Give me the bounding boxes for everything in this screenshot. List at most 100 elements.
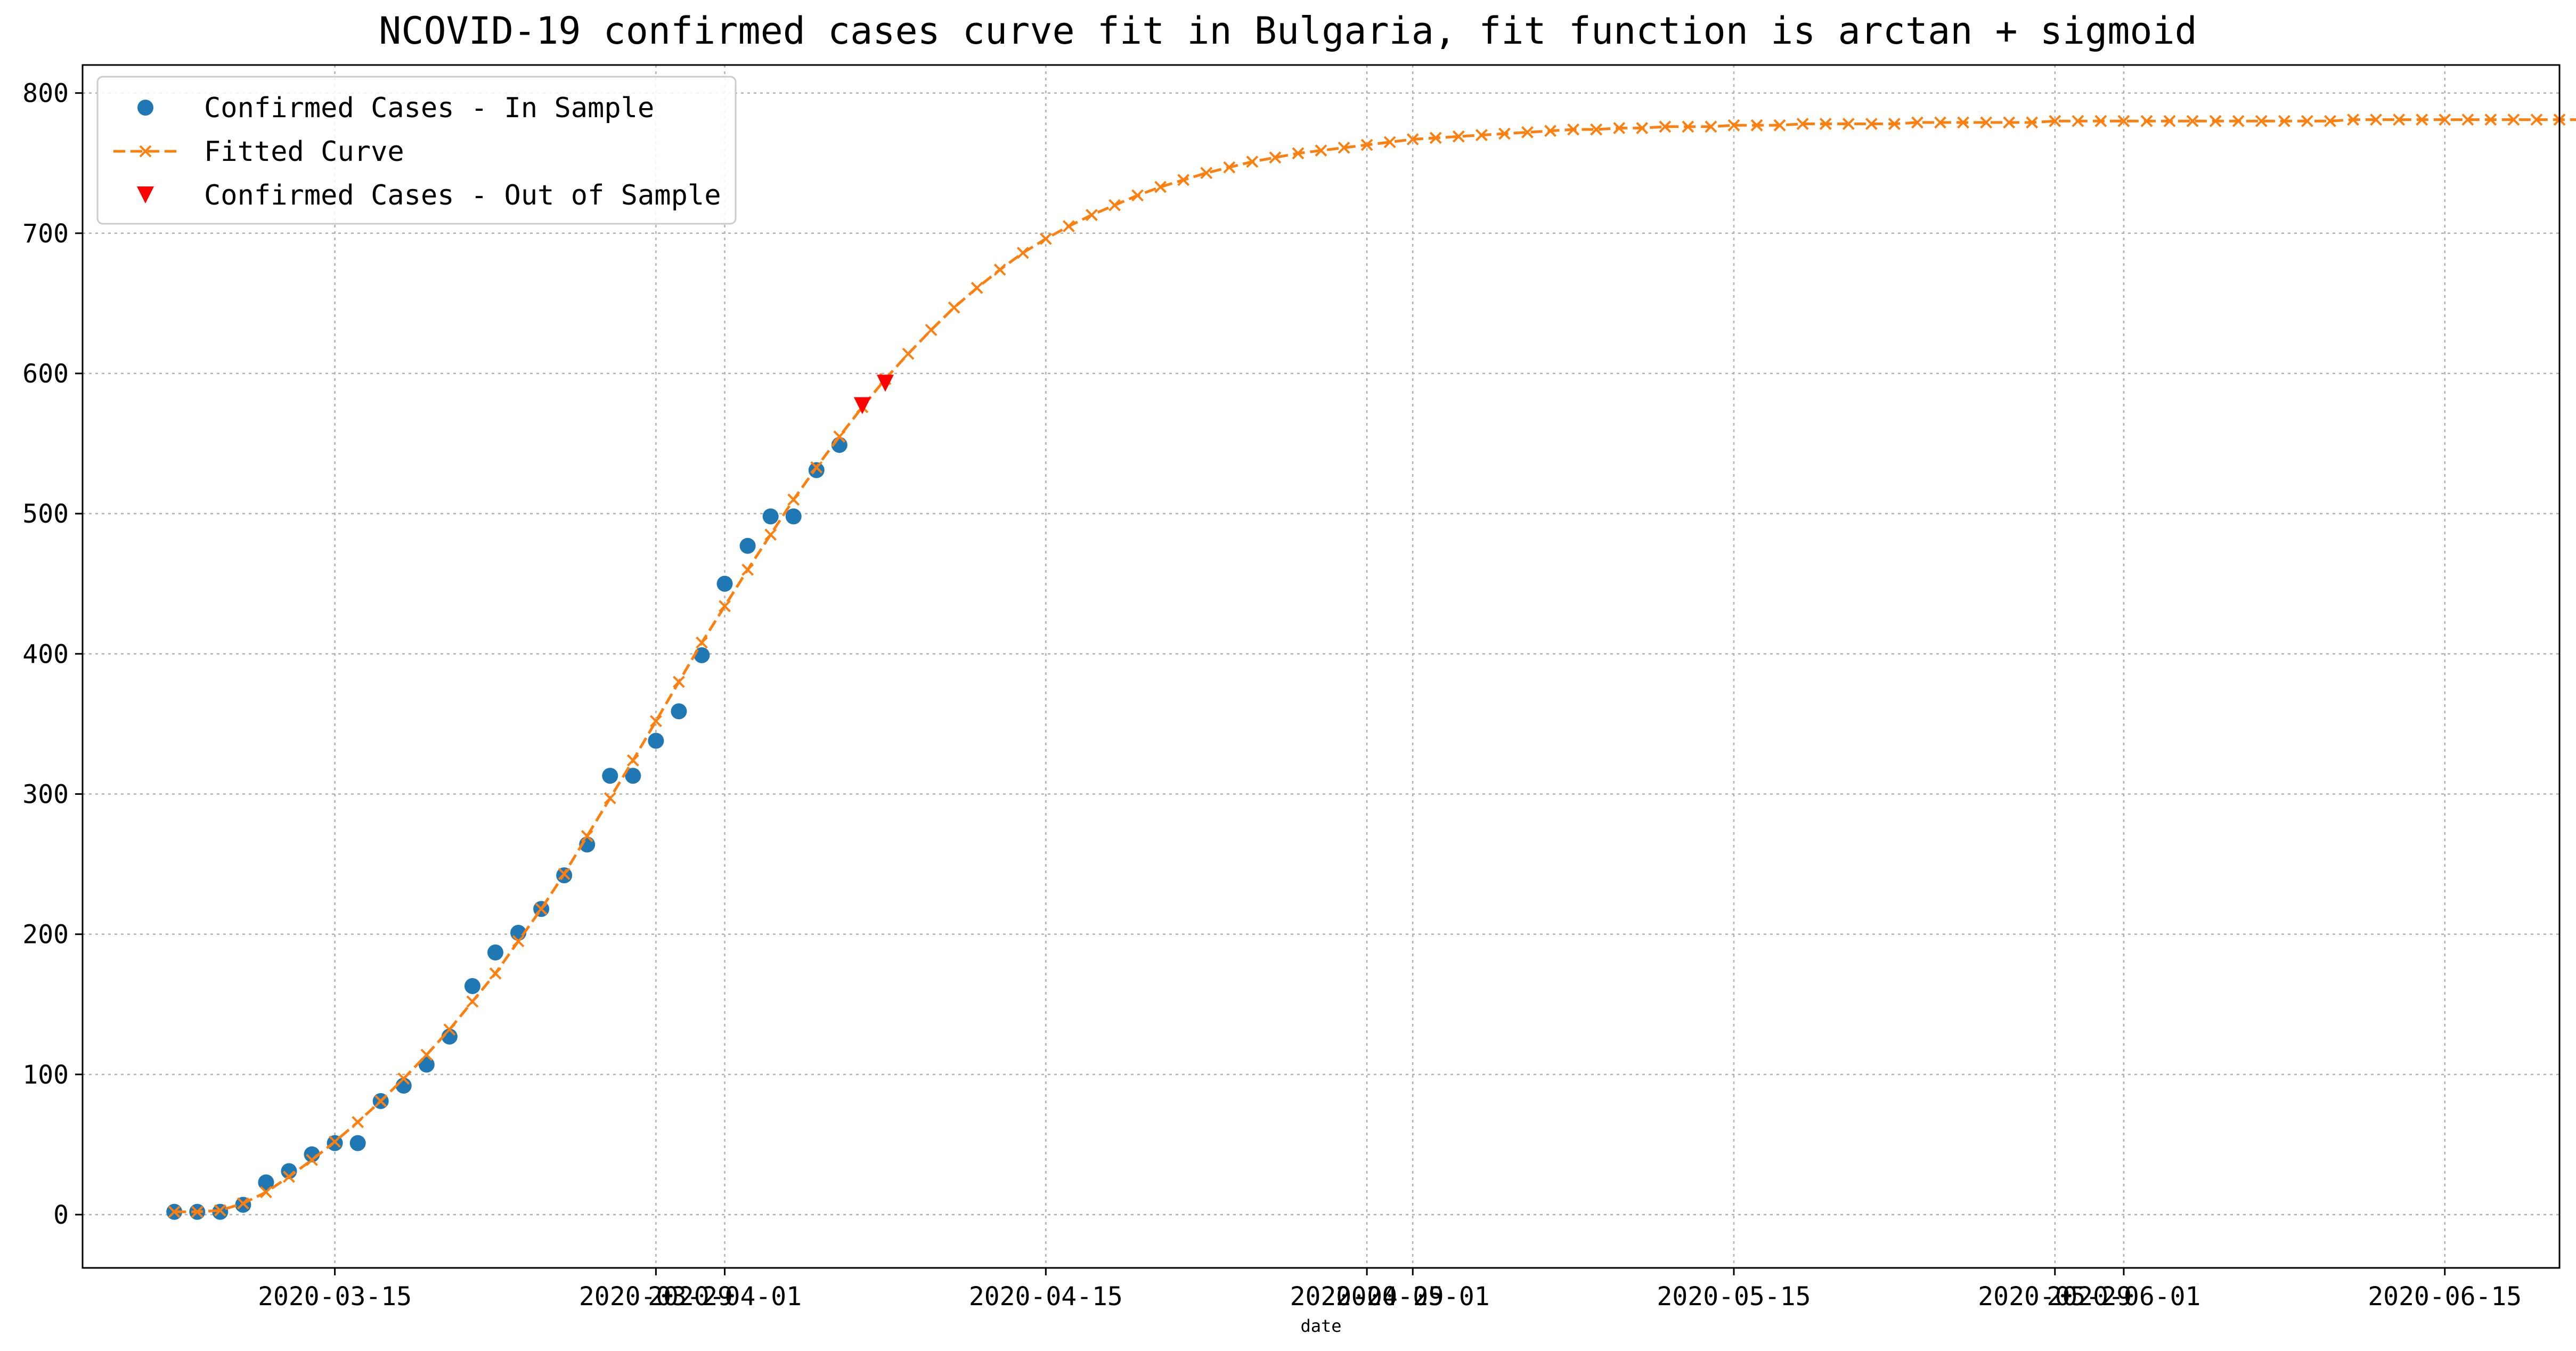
fitted-curve-point [1200,167,1213,180]
in-sample-point [671,703,687,720]
fitted-curve-point [971,282,983,294]
fitted-curve-point [2461,113,2474,126]
fitted-curve-point [214,1204,226,1217]
x-tick-label: 2020-04-01 [648,1282,802,1312]
y-tick-label: 100 [22,1060,69,1090]
fitted-curve-point [2301,115,2313,127]
in-sample-point [808,462,825,478]
fitted-curve-line [174,118,2576,1214]
fitted-curve-point [1498,127,1511,140]
fitted-curve-point [352,1116,364,1128]
fitted-curve-point [741,563,754,576]
y-axis: 0 100 200 300 400 500 600 700 800 [22,79,83,1230]
fitted-curve-point [191,1206,203,1218]
fitted-curve-point [673,676,685,688]
x-tick-label: 2020-03-15 [258,1282,412,1312]
fitted-curve-point [466,995,479,1008]
fitted-curve-point [1727,119,1740,132]
fitted-curve-point [1086,209,1098,222]
fitted-curve-point [1429,132,1442,144]
fitted-curve-point [558,868,570,880]
fitted-curve-point [1980,116,1993,129]
fitted-curve-point [2370,113,2382,126]
fitted-curve-point [581,830,593,842]
x-tick-label: 2020-04-15 [969,1282,1123,1312]
fitted-curve-point [787,493,800,506]
fitted-curve-point [1750,119,1763,132]
fitted-curve-point [1338,141,1350,154]
series-1 [166,437,847,1220]
fitted-curve-point [2003,116,2016,129]
fitted-curve-point [1682,120,1694,133]
y-tick-label: 800 [22,79,69,109]
fitted-curve-point [764,528,777,541]
fitted-curve-point [2163,115,2176,127]
fitted-curve-point [237,1197,249,1210]
x-tick-label: 2020-06-15 [2368,1282,2522,1312]
fitted-curve-point [512,935,525,948]
fitted-curve-point [2232,115,2245,127]
fitted-curve-point [489,967,502,980]
x-tick-label: 2020-04-29 [1290,1282,1444,1312]
fitted-curve-point [604,792,616,804]
in-sample-point [648,733,664,749]
fitted-curve-point [2072,115,2084,127]
x-tick-label: 2020-05-01 [1336,1282,1490,1312]
x-tick-label: 2020-05-15 [1657,1282,1811,1312]
fitted-curve-point [443,1023,456,1036]
fitted-curve-point [2530,113,2543,126]
fitted-curve-point [1452,130,1465,143]
fitted-curve-point [374,1095,387,1108]
y-tick-label: 500 [22,499,69,529]
fitted-curve-point [1636,122,1649,134]
fitted-curve-point [1865,118,1878,130]
x-tick-label: 2020-05-29 [1978,1282,2132,1312]
fitted-curve-point [1888,118,1901,130]
y-tick-label: 300 [22,779,69,809]
series-2 [168,113,2576,1218]
fitted-curve-point [1177,174,1190,186]
fitted-curve-point [306,1153,318,1166]
fitted-curve-point [1773,119,1786,132]
fitted-curve-point [1796,118,1809,130]
fitted-curve-point [948,301,960,314]
chart-title: NCOVID-19 confirmed cases curve fit in B… [379,9,2197,53]
series-3 [853,375,894,414]
legend-box [96,76,737,225]
fitted-curve-point [2324,115,2336,127]
fitted-curve-point [1521,126,1534,139]
fitted-curve-point [329,1135,341,1148]
fitted-curve-point [696,636,708,649]
fitted-curve-point [1613,122,1626,134]
x-tick-label: 2020-03-29 [579,1282,733,1312]
in-sample-point [258,1174,274,1191]
fitted-curve-point [2255,115,2268,127]
fitted-curve-point [2416,113,2428,126]
fitted-curve-point [535,902,548,915]
legend-label: Confirmed Cases - In Sample [204,92,654,124]
legend-label: Confirmed Cases - Out of Sample [204,180,721,211]
fitted-curve-point [649,715,662,728]
fitted-curve-point [1108,199,1121,211]
fitted-curve-point [1819,118,1832,130]
in-sample-point [716,575,733,592]
fitted-curve-point [1223,161,1236,174]
fitted-curve-point [2026,116,2039,129]
fitted-curve-point [168,1206,181,1218]
fitted-curve-point [1705,120,1717,133]
fitted-curve-point [2186,115,2199,127]
fitted-curve-point [397,1072,410,1085]
fitted-curve-point [2507,113,2520,126]
fitted-curve-point [1957,116,1969,129]
legend-marker [137,186,154,204]
in-sample-point [739,538,756,554]
fitted-curve-point [2140,115,2153,127]
fitted-curve-point [1567,123,1580,136]
fitted-curve-point [1360,139,1373,151]
fitted-curve-point [283,1170,295,1183]
fitted-curve-point [1246,156,1259,168]
fitted-curve-point [260,1186,272,1199]
y-tick-label: 700 [22,219,69,249]
